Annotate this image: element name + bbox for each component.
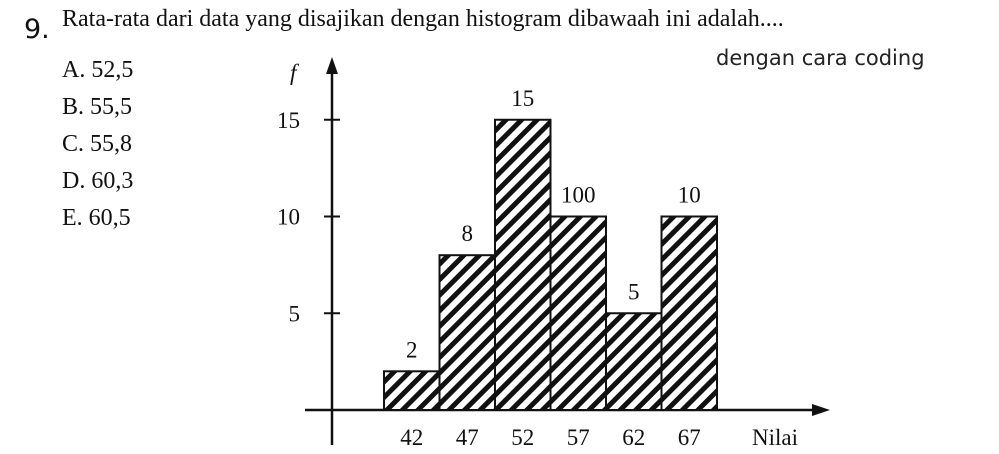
y-tick-label: 10 (277, 205, 300, 230)
bar-data-label: 5 (628, 279, 640, 304)
y-tick-label: 5 (289, 301, 301, 326)
option-e[interactable]: E. 60,5 (62, 205, 131, 231)
y-axis-arrow-icon (326, 57, 338, 74)
x-tick-label: 57 (567, 425, 590, 450)
option-a[interactable]: A. 52,5 (62, 57, 134, 83)
histogram-bar (549, 215, 607, 411)
bar-data-label: 8 (462, 221, 474, 246)
option-b[interactable]: B. 55,5 (62, 94, 133, 120)
handwritten-note: dengan cara coding (716, 46, 925, 70)
x-tick-label: 47 (456, 425, 479, 450)
question-text: Rata-rata dari data yang disajikan denga… (62, 6, 784, 32)
histogram-bar (660, 215, 718, 411)
x-tick-label: 62 (622, 425, 645, 450)
x-axis-label: Nilai (752, 425, 798, 450)
bar-data-label: 10 (678, 183, 701, 208)
x-tick-label: 52 (511, 425, 534, 450)
x-tick-label: 67 (678, 425, 701, 450)
answer-options: A. 52,5 B. 55,5 C. 55,8 D. 60,3 E. 60,5 (62, 52, 133, 237)
y-tick-label: 15 (277, 108, 300, 133)
x-tick-label: 42 (400, 425, 423, 450)
option-d[interactable]: D. 60,3 (62, 168, 134, 194)
histogram-bar (383, 370, 441, 411)
histogram-bar (438, 254, 496, 411)
bar-data-label: 100 (561, 183, 596, 208)
y-axis-label: f (290, 60, 300, 85)
bar-data-label: 2 (406, 337, 418, 362)
histogram-bar (605, 312, 663, 411)
bar-data-label: 15 (511, 86, 534, 111)
histogram-bar (494, 118, 552, 411)
question-number: 9. (24, 14, 50, 45)
x-axis-arrow-icon (812, 404, 830, 416)
option-c[interactable]: C. 55,8 (62, 131, 133, 157)
